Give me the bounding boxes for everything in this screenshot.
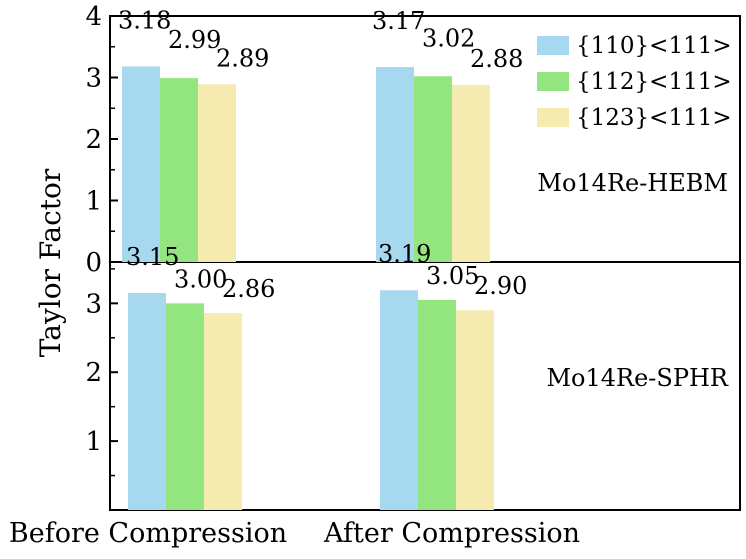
bar-value-label: 3.17 — [372, 7, 425, 35]
legend-label-110: {110}<111> — [576, 33, 732, 59]
bar-value-label: 3.02 — [422, 24, 475, 52]
panel-label-sphr: Mo14Re-SPHR — [546, 364, 728, 392]
x-label-before: Before Compression — [9, 518, 287, 549]
bar-value-label: 3.19 — [378, 240, 431, 268]
bar-value-label: 3.15 — [126, 243, 179, 271]
legend-label-112: {112}<111> — [576, 69, 732, 95]
bar — [122, 66, 160, 263]
panel-label-hebm: Mo14Re-HEBM — [537, 169, 728, 197]
x-label-after: After Compression — [323, 518, 580, 549]
y-tick-label: 1 — [85, 187, 102, 217]
bar-value-label: 3.18 — [118, 6, 171, 34]
bar — [166, 303, 204, 510]
legend-swatch-123 — [537, 108, 569, 127]
y-tick-label: 1 — [85, 427, 102, 457]
y-tick-label: 2 — [85, 358, 102, 388]
bar — [160, 78, 198, 263]
bar-value-label: 2.90 — [474, 272, 527, 300]
y-tick-label: 0 — [85, 248, 102, 278]
y-tick-label: 3 — [85, 64, 102, 94]
bar-value-label: 2.88 — [470, 45, 523, 73]
legend-label-123: {123}<111> — [576, 105, 732, 131]
y-axis-label: Taylor Factor — [34, 168, 67, 357]
bar — [376, 67, 414, 262]
bar — [128, 293, 166, 510]
chart-marks: 0 1 2 3 4 3.182.992.89 3.173.022.88 1 2 3 3.153.00… — [85, 2, 527, 510]
bar — [198, 84, 236, 262]
y-tick-label: 3 — [85, 289, 102, 319]
legend-swatch-110 — [537, 36, 569, 55]
legend-swatch-112 — [537, 72, 569, 91]
bar — [380, 290, 418, 510]
bar — [456, 310, 494, 510]
bar — [452, 84, 490, 262]
bar-value-label: 2.86 — [222, 275, 275, 303]
bar-value-label: 2.89 — [216, 44, 269, 72]
bar-value-label: 2.99 — [168, 26, 221, 54]
legend: {110}<111> {112}<111> {123}<111> — [537, 33, 732, 131]
bar-value-label: 3.05 — [426, 262, 479, 290]
bar — [204, 312, 242, 510]
bar-value-label: 3.00 — [174, 265, 227, 293]
y-tick-label: 4 — [85, 2, 102, 32]
bar — [418, 299, 456, 510]
y-tick-label: 2 — [85, 125, 102, 155]
bar — [414, 76, 452, 263]
